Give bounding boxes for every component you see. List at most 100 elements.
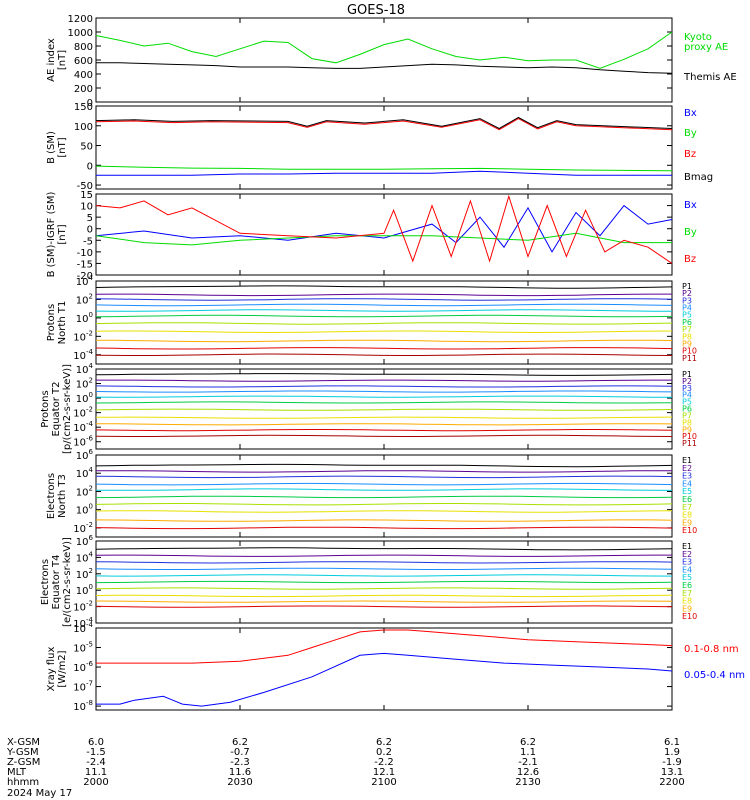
series-e9 xyxy=(95,600,673,603)
series-e8 xyxy=(95,510,673,513)
axis-value: 12.6 xyxy=(517,767,539,778)
series-e2 xyxy=(95,470,672,473)
y-tick-label: 104 xyxy=(76,550,94,564)
legend-label: 0.1-0.8 nm xyxy=(684,644,739,655)
series-e6 xyxy=(95,580,673,584)
y-tick-label: 100 xyxy=(74,122,93,133)
legend-label: P4 xyxy=(682,304,692,313)
series-e9 xyxy=(95,519,673,522)
legend-label: P5 xyxy=(682,311,692,320)
y-axis-label: Electrons xyxy=(40,559,51,605)
legend-label: E9 xyxy=(682,604,692,613)
axis-value: 6.0 xyxy=(88,737,104,748)
row-label: MLT xyxy=(7,767,27,778)
panel-6: 106 104 102 100 10-2 10-4 Electrons Equator T4[… xyxy=(40,534,697,630)
series-by xyxy=(95,232,672,246)
y-tick-label: 1000 xyxy=(68,28,93,39)
legend-label: E8 xyxy=(682,597,692,606)
y-tick-label: 5 xyxy=(87,213,93,224)
axis-value: 2000 xyxy=(83,777,108,788)
series-p1 xyxy=(95,373,673,376)
series-p9 xyxy=(95,423,673,426)
series-p5 xyxy=(95,395,672,398)
series-e10 xyxy=(95,526,673,530)
series-kyoto-proxy-ae xyxy=(95,31,673,69)
panel-1: 150 100 50 0 -50 B (SM) [nT] Bx By Bz Bmag xyxy=(46,102,713,192)
legend-label: E4 xyxy=(682,565,692,574)
series-e4 xyxy=(95,482,673,486)
series-e6 xyxy=(95,495,673,499)
y-tick-label: 150 xyxy=(74,102,93,113)
series-p9 xyxy=(95,339,673,343)
y-axis-label: Equator T2 xyxy=(51,382,62,437)
axis-value: -2.1 xyxy=(518,757,538,768)
legend-label: P9 xyxy=(682,425,692,434)
series-bx xyxy=(96,170,672,176)
series-0-1-0-8-nm xyxy=(96,629,673,664)
series-e5 xyxy=(95,488,673,491)
y-tick-label: 10-4 xyxy=(73,420,93,434)
axis-value: 6.2 xyxy=(520,737,536,748)
series-e7 xyxy=(95,587,673,590)
series-bz xyxy=(95,194,673,264)
y-tick-label: -10 xyxy=(77,248,93,259)
y-tick-label: 104 xyxy=(76,274,94,288)
axis-value: 11.6 xyxy=(229,767,251,778)
y-tick-label: 400 xyxy=(74,70,93,81)
y-tick-label: 100 xyxy=(76,583,93,597)
series-p7 xyxy=(95,408,673,411)
series-bmag xyxy=(95,116,673,130)
y-tick-label: 10-7 xyxy=(73,680,93,694)
legend-label: P3 xyxy=(682,384,692,393)
y-tick-label: 600 xyxy=(74,56,93,67)
y-tick-label: 10 xyxy=(80,202,93,213)
y-tick-label: -15 xyxy=(77,259,93,270)
legend-label: P8 xyxy=(682,332,692,341)
series-e2 xyxy=(95,554,672,557)
y-tick-label: 0 xyxy=(87,161,93,172)
series-p6 xyxy=(95,314,673,318)
legend-label: E1 xyxy=(682,456,692,465)
panel-7: 10-4 10-5 10-6 10-7 10-8 Xray flux [W/m2] 0.1-0… xyxy=(46,621,745,713)
y-tick-label: 1200 xyxy=(68,14,93,25)
legend-label: 0.05-0.4 nm xyxy=(684,670,745,681)
panel-frame xyxy=(95,627,673,711)
legend-label: E10 xyxy=(682,612,697,621)
series-p10 xyxy=(95,347,673,350)
series-e1 xyxy=(95,463,673,468)
series-e3 xyxy=(95,475,673,479)
series-p3 xyxy=(95,385,673,388)
legend-label: P6 xyxy=(682,405,692,414)
y-axis-label: [nT] xyxy=(57,50,68,70)
legend-label: Bx xyxy=(684,108,697,119)
series-e10 xyxy=(95,605,673,608)
legend-label: E5 xyxy=(682,487,692,496)
axis-value: 1.9 xyxy=(664,747,680,758)
series-e5 xyxy=(95,574,673,577)
axis-value: 2030 xyxy=(227,777,252,788)
axis-value: 1.1 xyxy=(520,747,536,758)
legend-label: E6 xyxy=(682,495,692,504)
y-tick-label: 106 xyxy=(76,534,94,548)
legend-label: P7 xyxy=(682,411,692,420)
legend-label: P1 xyxy=(682,370,692,379)
y-tick-label: 100 xyxy=(76,391,93,405)
series-p6 xyxy=(95,401,673,404)
legend-label: P3 xyxy=(682,296,692,305)
legend-label: P6 xyxy=(682,318,692,327)
y-tick-label: 10-2 xyxy=(73,521,93,535)
axis-value: -2.3 xyxy=(230,757,250,768)
legend-label: P10 xyxy=(682,432,697,441)
axis-value: 2200 xyxy=(659,777,684,788)
series-p5 xyxy=(95,309,672,312)
chart-title: GOES-18 xyxy=(347,3,405,18)
axis-value: 6.1 xyxy=(664,737,680,748)
axis-value: -0.7 xyxy=(230,747,250,758)
legend-label: E7 xyxy=(682,589,692,598)
row-label: Z-GSM xyxy=(7,757,40,768)
series-p11 xyxy=(95,434,673,437)
